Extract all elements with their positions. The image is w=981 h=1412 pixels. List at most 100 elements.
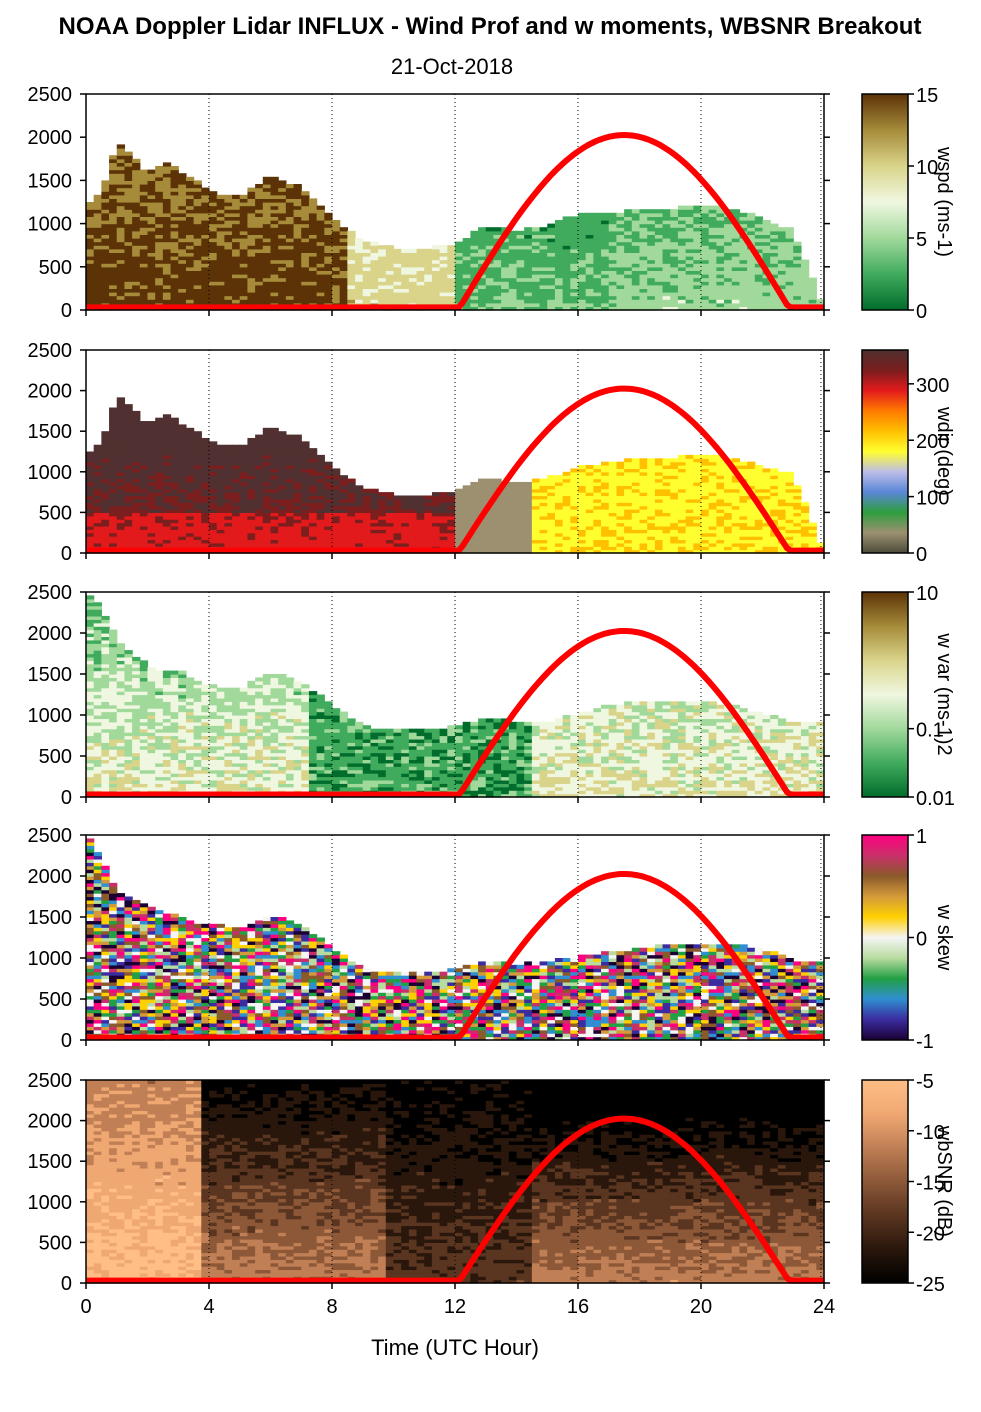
heatmap-cell bbox=[778, 234, 786, 238]
heatmap-cell bbox=[501, 245, 509, 249]
heatmap-cell bbox=[171, 263, 179, 267]
heatmap-cell bbox=[570, 281, 578, 285]
heatmap-cell bbox=[616, 288, 624, 292]
heatmap-cell bbox=[171, 468, 179, 472]
heatmap-cell bbox=[601, 263, 609, 267]
heatmap-cell bbox=[209, 191, 217, 195]
heatmap-cell bbox=[640, 539, 648, 543]
heatmap-cell bbox=[540, 274, 548, 278]
heatmap-cell bbox=[732, 249, 740, 253]
heatmap-cell bbox=[578, 231, 586, 235]
heatmap-cell bbox=[317, 256, 325, 260]
heatmap-cell bbox=[132, 238, 140, 242]
heatmap-cell bbox=[747, 278, 755, 282]
heatmap-cell bbox=[240, 448, 248, 452]
heatmap-cell bbox=[724, 267, 732, 271]
heatmap-cell bbox=[739, 220, 747, 224]
heatmap-cell bbox=[517, 245, 525, 249]
heatmap-cell bbox=[94, 288, 102, 292]
heatmap-cell bbox=[301, 274, 309, 278]
heatmap-cell bbox=[148, 499, 156, 503]
heatmap-cell bbox=[601, 256, 609, 260]
heatmap-cell bbox=[232, 270, 240, 274]
heatmap-cell bbox=[132, 285, 140, 289]
heatmap-cell bbox=[578, 465, 586, 469]
heatmap-cell bbox=[209, 242, 217, 246]
heatmap-cell bbox=[663, 224, 671, 228]
heatmap-cell bbox=[563, 285, 571, 289]
heatmap-cell bbox=[570, 479, 578, 483]
heatmap-cell bbox=[493, 260, 501, 264]
heatmap-cell bbox=[101, 285, 109, 289]
heatmap-cell bbox=[547, 234, 555, 238]
heatmap-cell bbox=[586, 288, 594, 292]
heatmap-cell bbox=[517, 296, 525, 300]
heatmap-cell bbox=[178, 428, 186, 432]
heatmap-cell bbox=[132, 234, 140, 238]
heatmap-cell bbox=[163, 414, 171, 418]
heatmap-cell bbox=[640, 519, 648, 523]
heatmap-cell bbox=[217, 509, 225, 513]
heatmap-cell bbox=[716, 238, 724, 242]
heatmap-cell bbox=[478, 489, 486, 493]
heatmap-cell bbox=[678, 249, 686, 253]
heatmap-cell bbox=[632, 274, 640, 278]
heatmap-cell bbox=[155, 252, 163, 256]
heatmap-cell bbox=[255, 256, 263, 260]
heatmap-cell bbox=[709, 224, 717, 228]
heatmap-cell bbox=[240, 267, 248, 271]
heatmap-cell bbox=[340, 519, 348, 523]
heatmap-cell bbox=[493, 285, 501, 289]
heatmap-cell bbox=[624, 252, 632, 256]
heatmap-cell bbox=[394, 539, 402, 543]
heatmap-cell bbox=[171, 438, 179, 442]
heatmap-cell bbox=[709, 489, 717, 493]
heatmap-cell bbox=[232, 509, 240, 513]
heatmap-cell bbox=[509, 299, 517, 303]
heatmap-cell bbox=[224, 216, 232, 220]
heatmap-cell bbox=[186, 267, 194, 271]
heatmap-cell bbox=[486, 227, 494, 231]
heatmap-cell bbox=[616, 299, 624, 303]
heatmap-cell bbox=[501, 303, 509, 307]
heatmap-cell bbox=[663, 263, 671, 267]
heatmap-cell bbox=[709, 234, 717, 238]
heatmap-cell bbox=[171, 252, 179, 256]
heatmap-cell bbox=[578, 213, 586, 217]
heatmap-cell bbox=[778, 227, 786, 231]
heatmap-cell bbox=[194, 242, 202, 246]
heatmap-cell bbox=[555, 220, 563, 224]
heatmap-cell bbox=[124, 529, 132, 533]
heatmap-cell bbox=[317, 296, 325, 300]
heatmap-cell bbox=[732, 281, 740, 285]
heatmap-cell bbox=[693, 296, 701, 300]
heatmap-cell bbox=[401, 499, 409, 503]
heatmap-cell bbox=[716, 539, 724, 543]
heatmap-cell bbox=[463, 278, 471, 282]
heatmap-cell bbox=[101, 220, 109, 224]
heatmap-cell bbox=[101, 263, 109, 267]
heatmap-cell bbox=[378, 274, 386, 278]
heatmap-cell bbox=[793, 281, 801, 285]
heatmap-cell bbox=[263, 428, 271, 432]
heatmap-cell bbox=[178, 288, 186, 292]
heatmap-cell bbox=[786, 242, 794, 246]
heatmap-cell bbox=[301, 270, 309, 274]
heatmap-cell bbox=[286, 184, 294, 188]
heatmap-cell bbox=[778, 252, 786, 256]
heatmap-cell bbox=[117, 166, 125, 170]
heatmap-cell bbox=[678, 263, 686, 267]
heatmap-cell bbox=[509, 296, 517, 300]
heatmap-cell bbox=[124, 438, 132, 442]
heatmap-cell bbox=[609, 224, 617, 228]
heatmap-cell bbox=[232, 202, 240, 206]
heatmap-cell bbox=[455, 260, 463, 264]
heatmap-cell bbox=[670, 213, 678, 217]
heatmap-cell bbox=[347, 238, 355, 242]
heatmap-cell bbox=[232, 278, 240, 282]
heatmap-cell bbox=[455, 288, 463, 292]
heatmap-cell bbox=[232, 227, 240, 231]
heatmap-cell bbox=[209, 252, 217, 256]
heatmap-cell bbox=[94, 260, 102, 264]
heatmap-cell bbox=[124, 180, 132, 184]
